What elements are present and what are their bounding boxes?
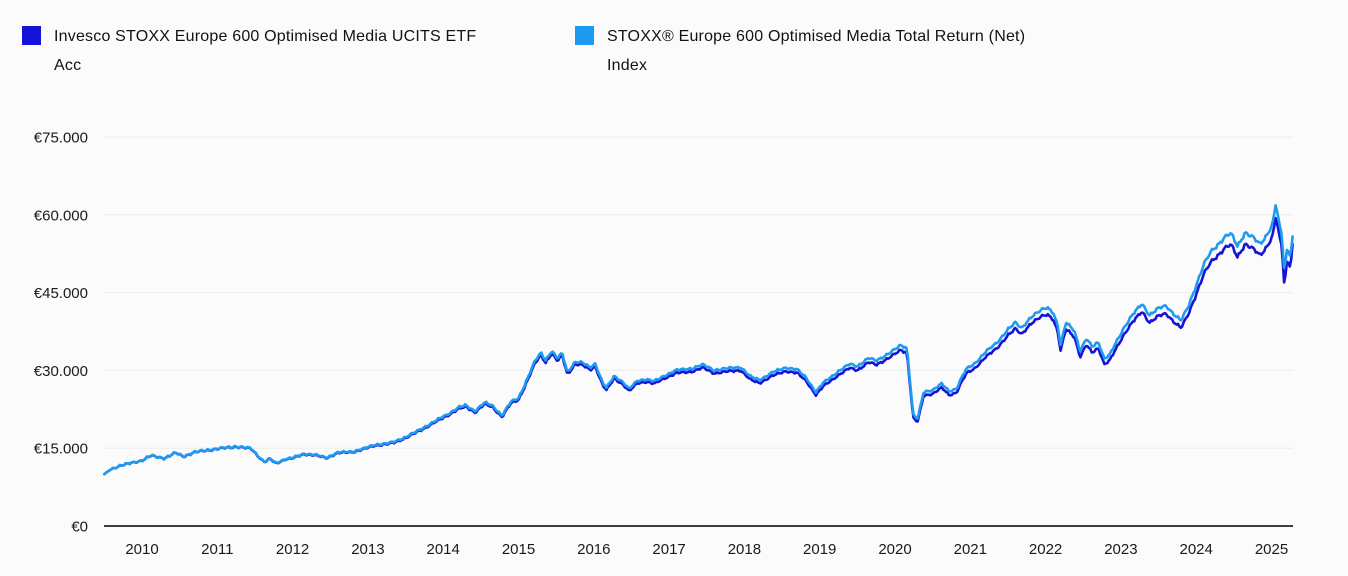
legend-swatch-fund-icon	[22, 26, 41, 45]
y-tick-label: €75.000	[34, 130, 88, 147]
x-tick-label: 2015	[502, 541, 535, 558]
series-line-index[interactable]	[103, 204, 1294, 476]
legend-item-fund[interactable]: Invesco STOXX Europe 600 Optimised Media…	[22, 22, 476, 80]
legend-label-fund: Invesco STOXX Europe 600 Optimised Media…	[54, 28, 477, 74]
x-tick-label: 2012	[276, 541, 309, 558]
x-tick-label: 2011	[201, 541, 233, 558]
x-tick-label: 2017	[652, 541, 685, 558]
legend-label-index: STOXX® Europe 600 Optimised Media Total …	[607, 28, 1026, 74]
x-tick-label: 2014	[427, 541, 460, 558]
x-tick-label: 2023	[1104, 541, 1137, 558]
y-tick-label: €30.000	[34, 363, 88, 380]
x-tick-label: 2022	[1029, 541, 1062, 558]
legend-item-index[interactable]: STOXX® Europe 600 Optimised Media Total …	[575, 22, 1025, 80]
x-tick-label: 2018	[728, 541, 761, 558]
x-tick-label: 2013	[351, 541, 384, 558]
x-tick-label: 2020	[878, 541, 911, 558]
x-tick-label: 2016	[577, 541, 610, 558]
y-tick-label: €15.000	[34, 441, 88, 458]
legend-swatch-index-icon	[575, 26, 594, 45]
y-tick-label: €60.000	[34, 207, 88, 224]
x-tick-label: 2024	[1180, 541, 1213, 558]
x-tick-label: 2010	[125, 541, 158, 558]
chart-legend: Invesco STOXX Europe 600 Optimised Media…	[0, 0, 1348, 90]
x-tick-label: 2019	[803, 541, 836, 558]
x-tick-label: 2025	[1255, 541, 1288, 558]
y-tick-label: €45.000	[34, 285, 88, 302]
x-tick-label: 2021	[954, 541, 987, 558]
y-tick-label: €0	[71, 519, 88, 536]
